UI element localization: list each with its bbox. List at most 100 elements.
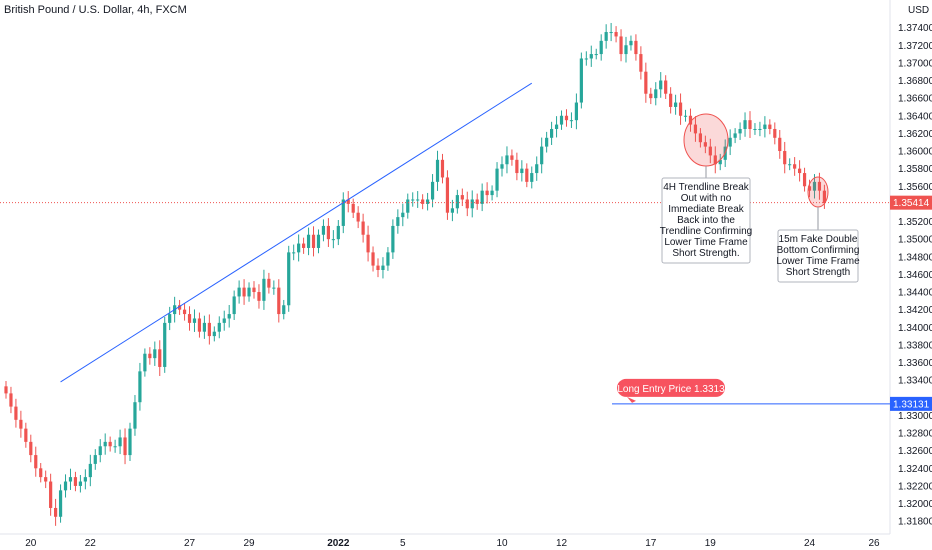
candle-body <box>262 278 266 301</box>
candle-body <box>123 437 127 456</box>
price-tick-label: 1.35000 <box>898 235 932 246</box>
candle-body <box>351 203 355 213</box>
candle-body <box>376 265 380 270</box>
candle-body <box>247 287 251 297</box>
candle-body <box>807 186 812 191</box>
candle-body <box>545 137 549 147</box>
candle-body <box>743 120 747 129</box>
candle-body <box>674 102 678 107</box>
candle-body <box>540 146 544 165</box>
price-tick-label: 1.35200 <box>898 217 932 228</box>
candle-body <box>584 58 588 60</box>
candle-body <box>326 225 330 240</box>
candle-body <box>316 234 321 248</box>
candle-body <box>793 164 797 169</box>
trendline-break-highlight <box>683 113 729 167</box>
candle-body <box>435 159 440 182</box>
candle-body <box>421 199 425 204</box>
candle-body <box>182 309 187 315</box>
candle-body <box>817 181 822 191</box>
candle-body <box>29 441 33 456</box>
entry-label-pointer <box>627 396 636 403</box>
double-bottom-note-line: 15m Fake Double <box>779 234 858 245</box>
candle-body <box>222 318 226 323</box>
chart-overlays: 1.35414 1.33131 Long Entry Price 1.3313 4H … <box>0 82 932 411</box>
candle-body <box>257 292 261 301</box>
candle-body <box>267 278 271 288</box>
candle-body <box>678 102 683 116</box>
candle-body <box>163 322 167 367</box>
candle-body <box>401 212 405 218</box>
entry-price-text: 1.33131 <box>893 399 930 410</box>
candle-body <box>411 199 415 201</box>
candle-body <box>693 124 698 134</box>
plot-area[interactable] <box>0 0 890 534</box>
candle-body <box>550 128 554 138</box>
candle-body <box>341 199 345 226</box>
candle-body <box>361 221 365 235</box>
candle-body <box>232 296 236 315</box>
candle-body <box>93 455 97 464</box>
time-axis[interactable]: 20 22 27 29 2022 5 10 12 17 19 24 26 <box>25 538 880 549</box>
candle-body <box>480 190 484 204</box>
double-bottom-highlight <box>807 176 829 208</box>
candle-body <box>589 54 593 59</box>
candle-body <box>4 386 8 394</box>
price-tick-label: 1.36200 <box>898 129 932 140</box>
candle-body <box>614 32 618 37</box>
candle-body <box>217 322 221 332</box>
candle-body <box>475 199 479 204</box>
candle-body <box>158 349 162 367</box>
candle-body <box>44 477 48 482</box>
candle-body <box>465 199 469 209</box>
candle-body <box>688 115 693 125</box>
price-tick-label: 1.36800 <box>898 76 932 87</box>
candle-body <box>426 199 430 204</box>
candle-body <box>178 305 182 310</box>
candle-body <box>88 463 92 478</box>
candle-body <box>530 173 534 182</box>
price-tick-label: 1.36400 <box>898 111 932 122</box>
price-tick-label: 1.36600 <box>898 94 932 105</box>
trendline-note-line: Out with no <box>681 193 732 204</box>
candle-body <box>713 155 717 165</box>
candle-body <box>822 190 826 204</box>
time-tick-label: 29 <box>243 538 255 549</box>
candle-body <box>207 322 211 337</box>
trendline-note-box <box>661 177 751 264</box>
candle-body <box>802 173 807 187</box>
time-tick-label: 20 <box>25 538 37 549</box>
candle-body <box>753 128 757 130</box>
candle-body <box>336 225 340 240</box>
trendline-note-line: Short Strength. <box>672 248 739 259</box>
price-tick-label: 1.35600 <box>898 182 932 193</box>
candle-body <box>812 181 817 191</box>
candle-body <box>728 137 732 147</box>
time-tick-label: 19 <box>705 538 717 549</box>
price-tick-label: 1.37200 <box>898 41 932 52</box>
candle-body <box>302 243 306 248</box>
candle-body <box>748 120 752 129</box>
candle-body <box>654 89 658 99</box>
price-tick-label: 1.32800 <box>898 429 932 440</box>
candle-body <box>49 481 53 508</box>
candle-body <box>371 252 375 266</box>
candle-body <box>14 406 18 420</box>
candle-body <box>604 32 608 41</box>
time-tick-label: 12 <box>556 538 568 549</box>
candle-body <box>574 102 578 121</box>
candle-body <box>24 428 28 442</box>
candle-body <box>187 314 192 323</box>
time-tick-label: 5 <box>400 538 406 549</box>
candle-body <box>272 287 276 289</box>
candle-body <box>292 252 296 254</box>
trendline-note-line: Trendline Confirming <box>660 226 752 237</box>
candle-body <box>559 115 564 125</box>
candle-body <box>629 40 633 46</box>
time-tick-label: 10 <box>496 538 508 549</box>
candle-body <box>569 120 574 122</box>
candle-body <box>703 142 707 147</box>
time-tick-label: 27 <box>184 538 196 549</box>
price-axis[interactable]: 1.37400 1.37200 1.37000 1.36800 1.36600 1.364… <box>898 23 932 528</box>
